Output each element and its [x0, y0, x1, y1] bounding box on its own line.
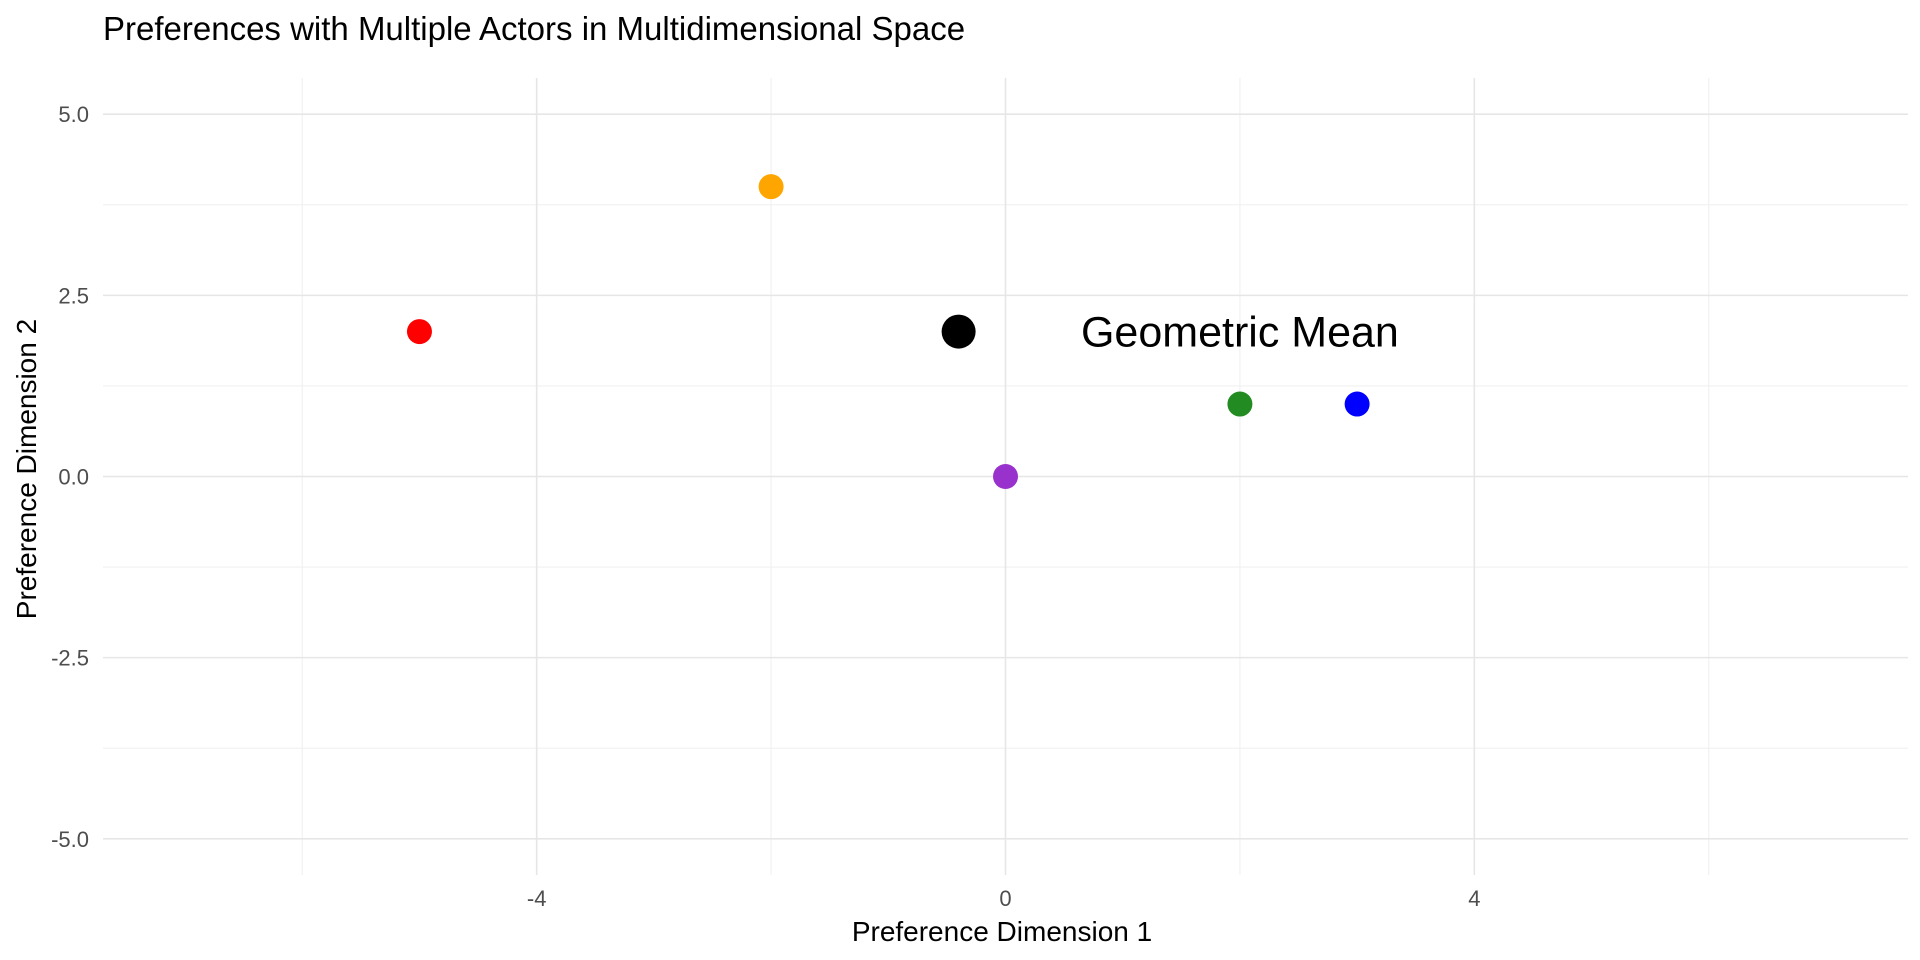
- y-tick-label-1: -2.5: [51, 646, 89, 671]
- y-tick-label-2: 0.0: [58, 465, 89, 490]
- x-axis-label: Preference Dimension 1: [852, 916, 1152, 947]
- chart-title: Preferences with Multiple Actors in Mult…: [103, 10, 965, 47]
- x-tick-label-1: 0: [999, 886, 1011, 911]
- y-tick-label-4: 5.0: [58, 102, 89, 127]
- x-tick-label-0: -4: [527, 886, 547, 911]
- x-tick-label-2: 4: [1468, 886, 1480, 911]
- tick-labels: -4 0 4 -5.0 -2.5 0.0 2.5 5.0: [51, 102, 1480, 911]
- annotations: Geometric Mean: [1081, 309, 1399, 357]
- actor-point-0: [406, 319, 432, 345]
- actor-point-4: [1344, 391, 1370, 417]
- y-tick-label-0: -5.0: [51, 827, 89, 852]
- y-axis-label: Preference Dimension 2: [11, 319, 42, 619]
- actor-point-1: [758, 174, 784, 200]
- y-tick-label-3: 2.5: [58, 283, 89, 308]
- geometric-mean-point: [941, 314, 976, 349]
- annotation-label-0: Geometric Mean: [1081, 309, 1399, 357]
- actor-point-3: [1227, 391, 1253, 417]
- points: [406, 174, 1370, 489]
- actor-point-2: [993, 464, 1018, 489]
